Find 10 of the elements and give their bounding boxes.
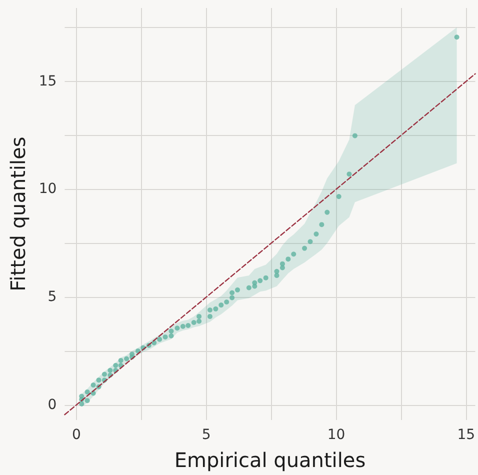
x-tick-label: 10 <box>327 427 346 443</box>
y-tick-label: 10 <box>38 181 57 198</box>
x-tick-label: 5 <box>202 427 211 443</box>
x-tick-label: 0 <box>72 427 81 443</box>
x-axis-title: Empirical quantiles <box>174 448 366 472</box>
y-axis-title: Fitted quantiles <box>6 136 30 292</box>
y-tick-label: 15 <box>38 73 57 90</box>
x-tick-label: 15 <box>457 427 476 443</box>
y-tick-label: 5 <box>48 289 57 306</box>
y-tick-label: 0 <box>48 396 57 413</box>
